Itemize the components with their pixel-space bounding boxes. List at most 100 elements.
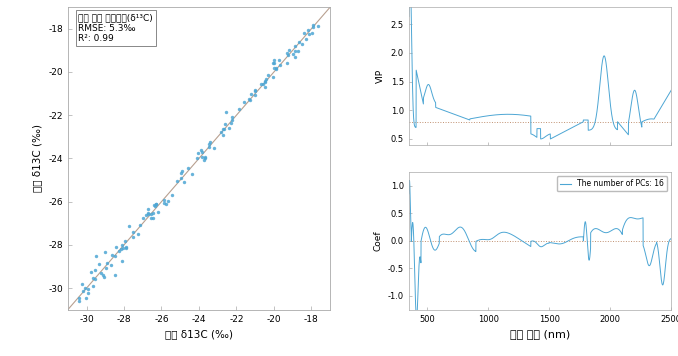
Point	[101, 265, 112, 271]
Point	[283, 52, 294, 57]
Point	[87, 276, 98, 281]
Point	[239, 99, 250, 105]
Point	[153, 209, 163, 215]
Point	[226, 114, 237, 120]
Point	[260, 77, 271, 82]
Point	[216, 129, 227, 135]
Point	[98, 274, 109, 279]
Point	[196, 147, 207, 153]
Point	[183, 165, 194, 171]
Point	[268, 57, 279, 62]
Point	[140, 212, 151, 218]
Point	[78, 289, 89, 294]
Point	[274, 57, 285, 63]
Point	[250, 89, 260, 94]
Point	[117, 245, 128, 251]
Point	[86, 269, 97, 275]
Point	[298, 30, 309, 35]
Point	[138, 216, 148, 221]
Point	[260, 79, 271, 85]
Point	[148, 210, 159, 216]
Point	[186, 172, 197, 177]
Point	[111, 245, 122, 250]
Point	[151, 201, 162, 206]
Point	[290, 54, 301, 60]
Point	[120, 245, 131, 250]
Point	[117, 242, 127, 248]
Point	[90, 253, 101, 259]
Point	[94, 261, 104, 267]
Point	[268, 61, 279, 66]
Point	[151, 201, 162, 207]
Text: 토양 탄소 동위원소(δ¹³C)
RMSE: 5.3‰
R²: 0.99: 토양 탄소 동위원소(δ¹³C) RMSE: 5.3‰ R²: 0.99	[78, 13, 153, 43]
Point	[113, 248, 124, 253]
Point	[135, 222, 146, 227]
Point	[296, 41, 307, 47]
Point	[220, 121, 231, 126]
Point	[142, 211, 153, 217]
Point	[199, 155, 210, 161]
Point	[117, 258, 127, 264]
Legend: The number of PCs: 16: The number of PCs: 16	[557, 176, 667, 191]
Point	[303, 27, 314, 33]
Point	[161, 201, 172, 206]
X-axis label: 측정 δ13C (‰): 측정 δ13C (‰)	[165, 329, 233, 339]
Point	[146, 211, 157, 216]
Point	[193, 150, 203, 156]
Point	[96, 270, 106, 276]
Point	[199, 154, 210, 159]
Point	[244, 98, 255, 103]
Point	[281, 60, 292, 66]
Y-axis label: 예측 δ13C (‰): 예측 δ13C (‰)	[33, 124, 43, 193]
Point	[267, 61, 278, 66]
Point	[260, 79, 271, 84]
Point	[260, 84, 271, 90]
Point	[123, 223, 134, 229]
Point	[77, 281, 87, 287]
Point	[284, 47, 295, 53]
Point	[110, 253, 121, 259]
Point	[192, 155, 203, 161]
Point	[244, 96, 255, 102]
Point	[218, 126, 229, 131]
Point	[159, 200, 170, 206]
Point	[224, 126, 235, 131]
Point	[83, 290, 94, 295]
Y-axis label: Coef: Coef	[374, 231, 382, 251]
Point	[282, 50, 293, 56]
Point	[250, 92, 261, 98]
Point	[102, 261, 113, 266]
Point	[177, 168, 188, 174]
Point	[288, 51, 299, 57]
Point	[233, 106, 244, 111]
Point	[176, 175, 186, 181]
Point	[176, 170, 186, 176]
Point	[308, 22, 319, 28]
Point	[204, 141, 215, 147]
Point	[98, 272, 109, 278]
Point	[221, 109, 232, 115]
Point	[179, 179, 190, 185]
Point	[263, 72, 274, 78]
Point	[106, 262, 117, 267]
Point	[106, 252, 117, 258]
Point	[142, 210, 153, 216]
Point	[271, 66, 282, 72]
Point	[116, 246, 127, 252]
X-axis label: 파장 범위 (nm): 파장 범위 (nm)	[510, 329, 570, 339]
Point	[218, 132, 228, 138]
Point	[312, 23, 323, 28]
Point	[172, 178, 182, 184]
Point	[166, 192, 177, 198]
Point	[73, 295, 84, 300]
Point	[308, 24, 319, 30]
Point	[205, 140, 216, 145]
Point	[127, 229, 138, 235]
Point	[290, 43, 300, 49]
Point	[275, 62, 285, 68]
Point	[218, 126, 228, 132]
Y-axis label: VIP: VIP	[376, 69, 385, 83]
Point	[300, 36, 311, 41]
Point	[163, 199, 174, 204]
Point	[149, 203, 160, 209]
